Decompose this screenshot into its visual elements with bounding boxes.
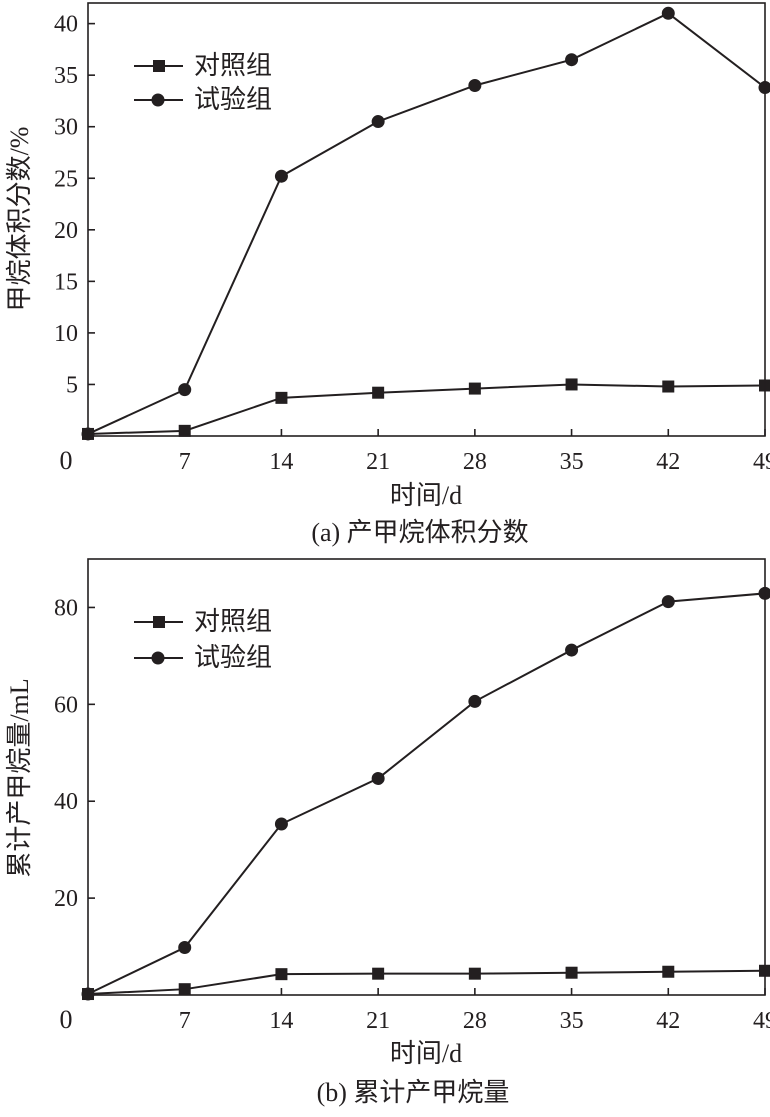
chart-a-xtick-label: 42 xyxy=(656,449,680,475)
chart-b-series-1-point xyxy=(371,771,385,785)
chart-b-series-0-point xyxy=(275,968,288,981)
chart-b-series-1-point xyxy=(661,595,675,609)
chart-a-series-0-point xyxy=(372,386,385,399)
legend-b-trial-label: 试验组 xyxy=(194,643,272,672)
chart-b-series-0-point xyxy=(372,967,385,980)
legend-a-trial-label: 试验组 xyxy=(194,85,272,114)
chart-b-origin-label: 0 xyxy=(60,1005,73,1034)
chart-a-xtick-label: 21 xyxy=(366,449,390,475)
chart-b-ytick-label: 20 xyxy=(54,886,78,912)
chart-a-caption: (a) 产甲烷体积分数 xyxy=(311,518,528,547)
legend-a-control-marker xyxy=(153,60,165,72)
chart-a-ytick-label: 40 xyxy=(54,12,78,38)
chart-a-ytick-label: 10 xyxy=(54,321,78,347)
chart-a-ytick-label: 35 xyxy=(54,63,78,89)
legend-a-trial-marker xyxy=(151,93,165,107)
chart-a-ytick-label: 20 xyxy=(54,218,78,244)
chart-a-xtick-label: 35 xyxy=(560,449,584,475)
legend-b-trial-marker xyxy=(151,651,165,665)
chart-b-series-1-line xyxy=(87,592,766,995)
chart-a-origin-label: 0 xyxy=(60,446,73,475)
chart-a-series-0-point xyxy=(565,378,578,391)
chart-b-series-1-point xyxy=(468,694,482,708)
chart-b-xtick-label: 42 xyxy=(656,1008,680,1034)
chart-a-marks xyxy=(81,6,770,441)
chart-b-marks xyxy=(81,586,770,1001)
chart-b-ytick-label: 40 xyxy=(54,789,78,815)
chart-a-series-1-point xyxy=(274,169,288,183)
chart-a-series-0-line xyxy=(87,383,766,435)
legend-b-control-marker xyxy=(153,616,165,628)
chart-panel-b: 714212835424920406080 0 时间/d (b) 累计产甲烷量 … xyxy=(5,558,770,1107)
chart-a-xtick-label: 28 xyxy=(463,449,487,475)
chart-b-plot-frame xyxy=(87,558,766,996)
chart-a-axes: 7 14 21 28 35 42 49 5 10 15 20 25 30 35 40 xyxy=(54,12,770,475)
chart-b-xlabel: 时间/d xyxy=(390,1039,462,1068)
chart-b-series-1-point xyxy=(565,643,579,657)
chart-a-legend: 对照组 试验组 xyxy=(134,51,272,114)
chart-a-series-0-point xyxy=(468,382,481,395)
chart-b-xtick-label: 28 xyxy=(463,1008,487,1034)
chart-a-series-1-line xyxy=(87,12,766,435)
chart-b-ytick-label: 80 xyxy=(54,595,78,621)
chart-a-ytick-label: 5 xyxy=(66,372,78,398)
chart-panel-a: 7 14 21 28 35 42 49 5 10 15 20 25 30 35 40 0 时间/d (a) … xyxy=(5,2,770,547)
chart-b-xtick-label: 35 xyxy=(560,1008,584,1034)
chart-a-series-1-point xyxy=(565,53,579,67)
chart-a-series-1-point xyxy=(371,115,385,129)
chart-b-series-0-point xyxy=(468,967,481,980)
chart-a-series-1-point xyxy=(468,78,482,92)
chart-b-series-1-point xyxy=(178,941,192,955)
chart-a-series-1-point xyxy=(661,6,675,20)
chart-b-ytick-label: 60 xyxy=(54,692,78,718)
chart-b-ylabel: 累计产甲烷量/mL xyxy=(5,678,34,877)
chart-a-plot-frame xyxy=(87,2,766,437)
chart-b-xtick-label: 14 xyxy=(269,1008,293,1034)
chart-a-series-0-point xyxy=(275,391,288,404)
chart-a-ytick-label: 15 xyxy=(54,269,78,295)
chart-b-series-0-point xyxy=(662,965,675,978)
chart-b-series-0-point xyxy=(565,966,578,979)
chart-b-series-1-point xyxy=(274,817,288,831)
chart-a-series-1-point xyxy=(178,383,192,397)
legend-a-control-label: 对照组 xyxy=(194,51,272,80)
chart-a-ytick-label: 30 xyxy=(54,115,78,141)
chart-a-ylabel: 甲烷体积分数/% xyxy=(5,127,34,312)
chart-a-xtick-label: 14 xyxy=(269,449,293,475)
chart-b-caption: (b) 累计产甲烷量 xyxy=(317,1078,510,1107)
chart-b-series-0-line xyxy=(87,969,766,996)
chart-a-xlabel: 时间/d xyxy=(390,481,462,510)
chart-b-axes: 7 14 21 28 35 42 49 20 40 60 80 xyxy=(54,595,770,1034)
legend-b-control-label: 对照组 xyxy=(194,607,272,636)
chart-b-xtick-label: 21 xyxy=(366,1008,390,1034)
chart-b-xtick-label: 7 xyxy=(179,1008,191,1034)
chart-a-xtick-label: 49 xyxy=(753,449,770,475)
chart-a-ytick-label: 25 xyxy=(54,166,78,192)
chart-a-series-0-point xyxy=(662,380,675,393)
chart-b-legend: 对照组 试验组 xyxy=(134,607,272,672)
chart-b-xtick-label: 49 xyxy=(753,1008,770,1034)
chart-a-xtick-label: 7 xyxy=(179,449,191,475)
